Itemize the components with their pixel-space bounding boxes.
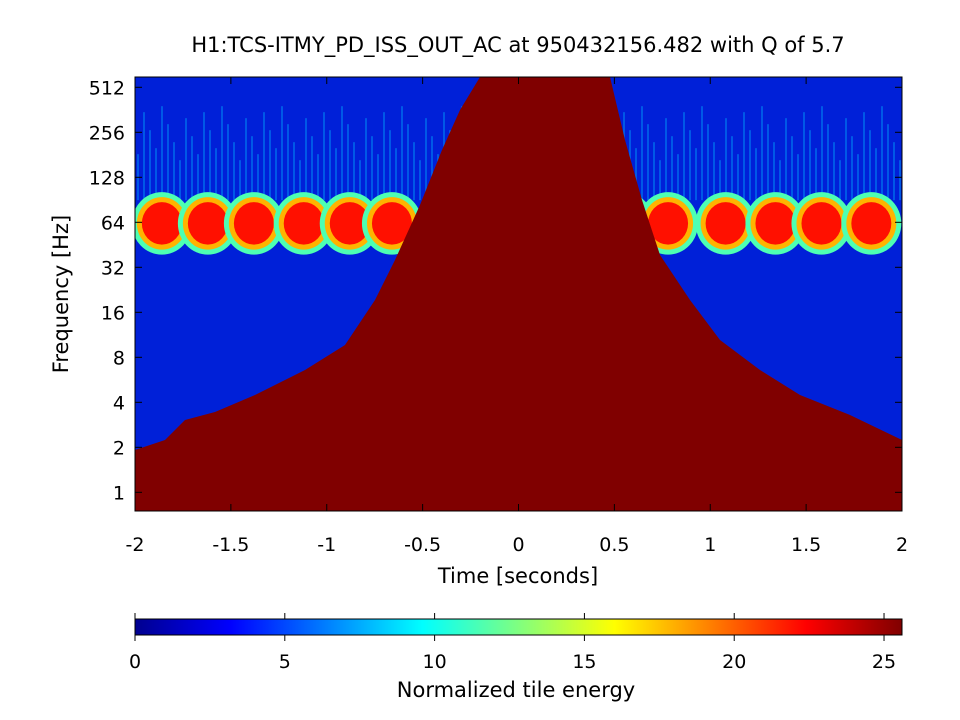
colorbar-tick-label: 25	[872, 651, 896, 673]
colorbar-axis: 0 5 10 15 20 25	[129, 613, 896, 673]
colorbar-tick-label: 5	[279, 651, 291, 673]
x-tick-label: 0	[512, 534, 524, 556]
burst-core	[329, 202, 370, 245]
x-tick-label: 0.5	[599, 534, 629, 556]
y-tick-label: 32	[101, 257, 125, 279]
burst-core	[283, 202, 324, 245]
burst-core	[755, 202, 796, 245]
x-tick-label: -1.5	[212, 534, 249, 556]
burst-core	[705, 202, 746, 245]
x-axis-label: Time [seconds]	[437, 564, 598, 588]
y-tick-label: 2	[113, 437, 125, 459]
x-tick-label: -0.5	[404, 534, 441, 556]
saturated-core	[135, 77, 902, 511]
x-tick-label: 1	[704, 534, 716, 556]
burst-core	[187, 202, 228, 245]
burst-core	[648, 202, 689, 245]
colorbar	[134, 618, 903, 636]
y-tick-label: 512	[89, 77, 125, 99]
burst-core	[371, 202, 412, 245]
burst-core	[851, 202, 892, 245]
x-tick-label: 1.5	[791, 534, 821, 556]
y-tick-label: 4	[113, 392, 125, 414]
y-tick-label: 64	[101, 212, 125, 234]
colorbar-label: Normalized tile energy	[397, 678, 635, 702]
x-tick-label: -1	[317, 534, 336, 556]
y-tick-label: 256	[89, 122, 125, 144]
y-axis-label: Frequency [Hz]	[49, 215, 73, 373]
y-tick-label: 128	[89, 167, 125, 189]
y-tick-label: 8	[113, 347, 125, 369]
colorbar-tick-label: 10	[423, 651, 447, 673]
y-axis: 1 2 4 8 16 32 64 128 256 512	[89, 77, 902, 504]
y-tick-label: 1	[113, 482, 125, 504]
colorbar-tick-label: 20	[722, 651, 746, 673]
x-tick-label: -2	[126, 534, 145, 556]
colorbar-tick-label: 15	[572, 651, 596, 673]
x-axis: -2 -1.5 -1 -0.5 0 0.5 1 1.5 2	[126, 77, 908, 556]
spectrogram-plot	[135, 77, 902, 511]
y-tick-label: 16	[101, 302, 125, 324]
burst-core	[141, 202, 182, 245]
burst-core	[801, 202, 842, 245]
x-tick-label: 2	[896, 534, 908, 556]
chart-title: H1:TCS-ITMY_PD_ISS_OUT_AC at 950432156.4…	[191, 33, 844, 58]
burst-core	[233, 202, 274, 245]
colorbar-tick-label: 0	[129, 651, 141, 673]
